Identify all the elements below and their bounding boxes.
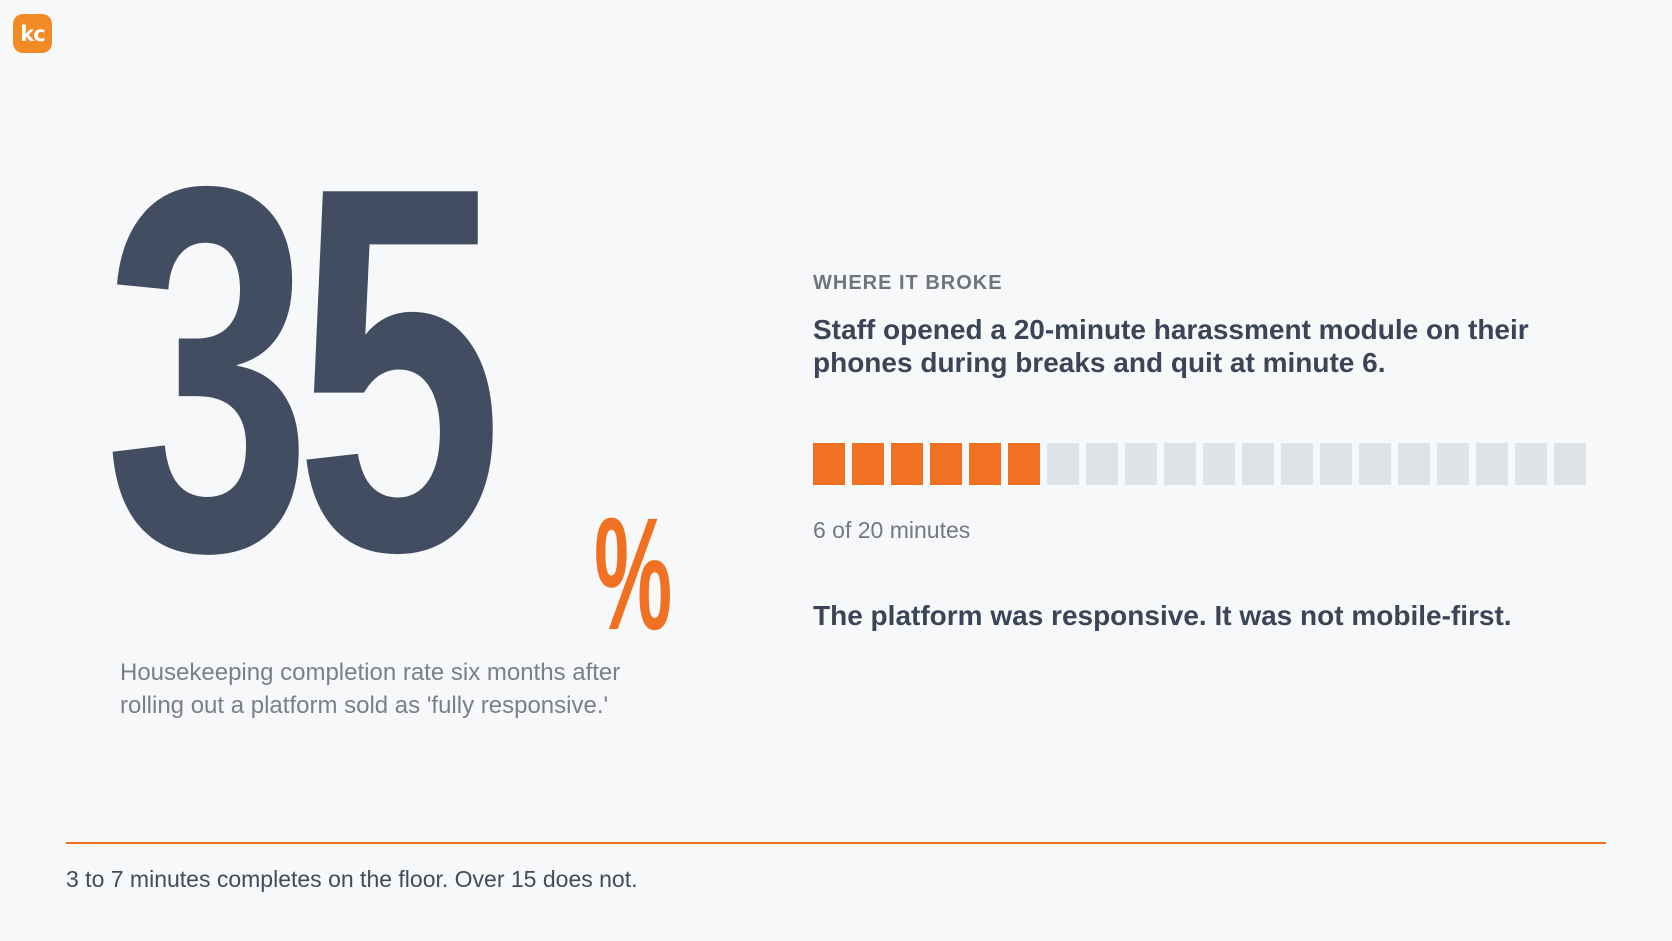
progress-segment-empty — [1164, 443, 1196, 485]
progress-segment-empty — [1515, 443, 1547, 485]
progress-segment-empty — [1476, 443, 1508, 485]
progress-segment-empty — [1320, 443, 1352, 485]
progress-segment-empty — [1242, 443, 1274, 485]
progress-segment-empty — [1554, 443, 1586, 485]
minutes-progress-bar — [813, 443, 1586, 485]
progress-segment-empty — [1281, 443, 1313, 485]
progress-segment-filled — [930, 443, 962, 485]
brand-logo: kc — [13, 14, 52, 53]
progress-segment-empty — [1359, 443, 1391, 485]
progress-segment-empty — [1086, 443, 1118, 485]
stat-caption: Housekeeping completion rate six months … — [120, 659, 621, 719]
progress-segment-filled — [969, 443, 1001, 485]
progress-segment-empty — [1125, 443, 1157, 485]
section-eyebrow: WHERE IT BROKE — [813, 272, 1003, 294]
progress-segment-filled — [852, 443, 884, 485]
progress-segment-empty — [1047, 443, 1079, 485]
footer-note: 3 to 7 minutes completes on the floor. O… — [66, 866, 638, 892]
stat-unit: % — [594, 484, 673, 663]
stat-number: 35 — [104, 79, 503, 660]
progress-segment-filled — [891, 443, 923, 485]
progress-segment-empty — [1437, 443, 1469, 485]
takeaway-statement: The platform was responsive. It was not … — [813, 600, 1512, 631]
progress-segment-filled — [813, 443, 845, 485]
progress-segment-empty — [1398, 443, 1430, 485]
progress-segment-empty — [1203, 443, 1235, 485]
footer-divider — [66, 842, 1606, 844]
section-headline: Staff opened a 20-minute harassment modu… — [813, 314, 1529, 378]
progress-segment-filled — [1008, 443, 1040, 485]
progress-label: 6 of 20 minutes — [813, 517, 971, 543]
